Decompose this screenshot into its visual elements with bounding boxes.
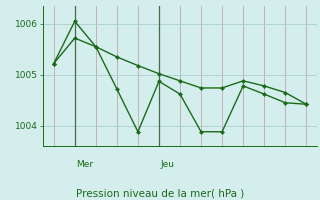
- Text: Jeu: Jeu: [160, 160, 174, 169]
- Text: Pression niveau de la mer( hPa ): Pression niveau de la mer( hPa ): [76, 188, 244, 198]
- Text: Mer: Mer: [76, 160, 93, 169]
